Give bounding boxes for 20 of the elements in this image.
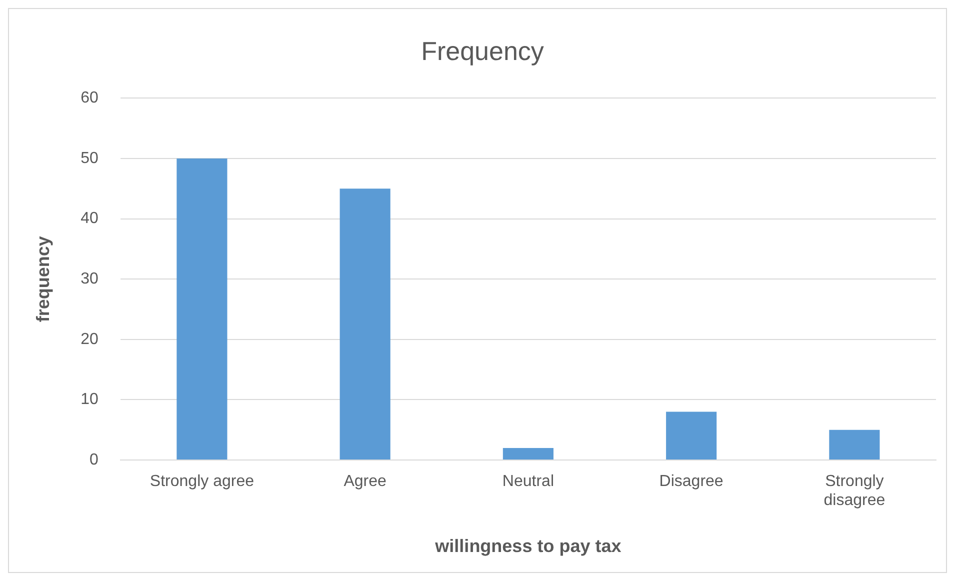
chart-title: Frequency [421,36,544,66]
x-tick-label: Strongly disagree [824,473,886,510]
y-tick-label: 10 [80,391,98,408]
y-tick-label: 60 [80,90,98,107]
y-tick-label: 0 [89,451,98,468]
bar [176,158,228,460]
bar [340,188,390,460]
y-tick-label: 40 [80,210,98,228]
y-tick-label: 50 [80,150,98,167]
bar [829,430,880,460]
y-tick-label: 30 [80,270,98,288]
y-tick-label: 20 [80,330,98,348]
x-tick-label: Agree [344,473,387,490]
x-tick-label: Disagree [659,473,724,490]
bar [502,448,554,460]
x-tick-label: Strongly agree [150,473,254,490]
bar [666,412,717,460]
y-axis-title: frequency [32,236,53,322]
x-axis-title: willingness to pay tax [434,536,622,556]
x-tick-label: Neutral [502,473,554,490]
